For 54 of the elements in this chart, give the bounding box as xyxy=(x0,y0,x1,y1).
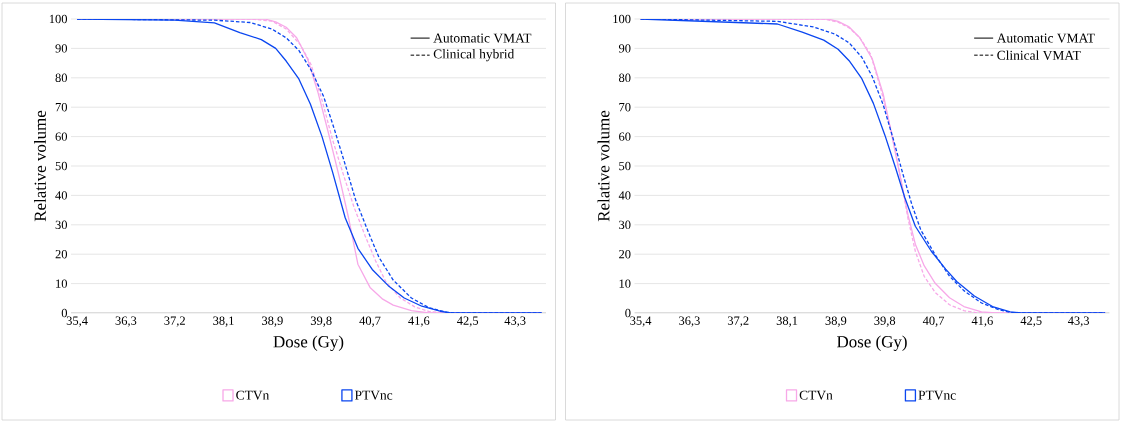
y-tick-label: 100 xyxy=(613,14,631,24)
y-tick-label: 80 xyxy=(619,73,631,82)
y-tick-label: 20 xyxy=(619,250,631,259)
y-tick-label: 70 xyxy=(619,103,631,112)
x-tick-label: 42,5 xyxy=(1020,316,1042,327)
x-tick-label: 43,3 xyxy=(504,316,526,327)
y-tick-label: 0 xyxy=(61,308,68,318)
x-tick-label: 37,2 xyxy=(164,316,185,327)
annotation: Clinical VMAT xyxy=(997,50,1081,60)
x-tick-label: 38,1 xyxy=(776,316,798,327)
y-tick-label: 50 xyxy=(619,161,631,171)
x-tick-label: 40,7 xyxy=(922,316,945,327)
x-axis-title: Dose (Gy) xyxy=(273,335,344,351)
x-tick-label: 35,4 xyxy=(630,316,652,327)
y-tick-label: 10 xyxy=(56,279,68,288)
y-tick-label: 10 xyxy=(619,279,631,288)
y-axis-title: Relative volume xyxy=(34,110,46,222)
x-tick-label: 36,3 xyxy=(115,316,137,327)
legend-label: CTVn xyxy=(236,390,270,400)
y-tick-label: 30 xyxy=(619,220,631,229)
annotation: Automatic VMAT xyxy=(996,33,1095,43)
x-tick-label: 38,9 xyxy=(825,316,847,327)
y-tick-label: 0 xyxy=(625,308,631,318)
x-tick-label: 35,4 xyxy=(66,316,88,327)
x-tick-label: 37,2 xyxy=(727,316,749,327)
y-axis-title: Relative volume xyxy=(597,110,610,222)
annotation: Automatic VMAT xyxy=(433,33,532,43)
x-tick-label: 39,8 xyxy=(310,316,332,327)
y-tick-label: 90 xyxy=(618,44,631,53)
y-tick-label: 50 xyxy=(55,161,68,171)
x-tick-label: 41,6 xyxy=(971,316,993,327)
y-tick-label: 60 xyxy=(619,132,631,141)
y-tick-label: 90 xyxy=(55,44,68,53)
annotation: Clinical hybrid xyxy=(433,49,515,62)
x-tick-label: 38,9 xyxy=(262,316,283,327)
y-tick-label: 80 xyxy=(55,73,68,82)
x-axis-title: Dose (Gy) xyxy=(836,335,907,351)
y-tick-label: 20 xyxy=(55,250,68,259)
y-tick-label: 70 xyxy=(55,103,68,112)
legend-label: PTVnc xyxy=(918,390,956,400)
x-tick-label: 38,1 xyxy=(213,316,234,327)
x-tick-label: 39,8 xyxy=(874,316,896,327)
x-tick-label: 43,3 xyxy=(1067,316,1090,327)
x-tick-label: 42,5 xyxy=(457,316,479,327)
x-tick-label: 41,6 xyxy=(408,316,430,327)
y-tick-label: 40 xyxy=(55,191,68,200)
legend-label: PTVnc xyxy=(354,390,393,400)
y-tick-label: 100 xyxy=(49,14,68,24)
y-tick-label: 30 xyxy=(55,220,68,229)
y-tick-label: 40 xyxy=(618,191,631,200)
x-tick-label: 36,3 xyxy=(679,316,700,327)
y-tick-label: 60 xyxy=(55,132,68,141)
legend-label: CTVn xyxy=(799,390,833,400)
x-tick-label: 40,7 xyxy=(359,316,381,327)
